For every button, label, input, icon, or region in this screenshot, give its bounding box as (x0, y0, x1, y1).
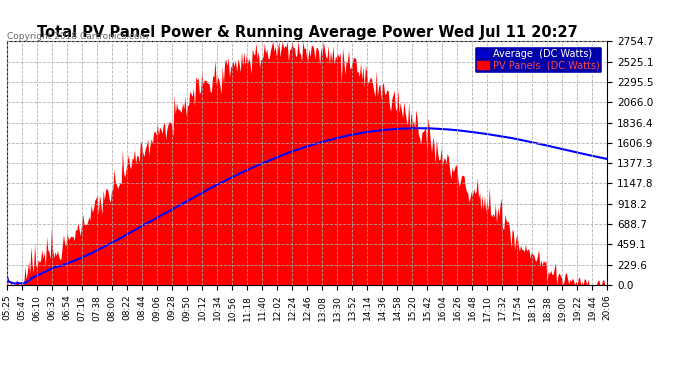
Text: Copyright 2018 Cartronics.com: Copyright 2018 Cartronics.com (7, 32, 148, 41)
Legend: Average  (DC Watts), PV Panels  (DC Watts): Average (DC Watts), PV Panels (DC Watts) (474, 46, 602, 74)
Title: Total PV Panel Power & Running Average Power Wed Jul 11 20:27: Total PV Panel Power & Running Average P… (37, 25, 578, 40)
